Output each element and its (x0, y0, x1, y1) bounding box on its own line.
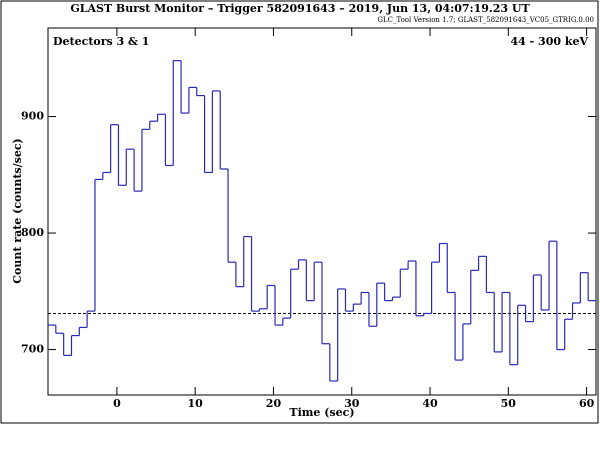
y-tick-label: 800 (21, 226, 44, 239)
chart-title: GLAST Burst Monitor – Trigger 582091643 … (70, 2, 530, 15)
x-tick-label: 0 (113, 397, 121, 410)
chart-subtitle: GLC_Tool Version 1.7; GLAST_582091643_VC… (377, 16, 594, 24)
frame (0, 0, 599, 424)
x-tick-label: 30 (344, 397, 360, 410)
x-tick-label: 60 (579, 397, 595, 410)
x-tick-label: 40 (422, 397, 438, 410)
x-tick-label: 10 (188, 397, 204, 410)
x-tick-label: 50 (501, 397, 517, 410)
annotation: 44 - 300 keV (511, 35, 589, 48)
x-axis-label: Time (sec) (289, 406, 354, 419)
y-tick-label: 900 (21, 110, 44, 123)
y-tick-label: 700 (21, 343, 44, 356)
x-tick-label: 20 (266, 397, 282, 410)
annotation: Detectors 3 & 1 (53, 35, 149, 48)
plot-frame (47, 27, 597, 396)
y-axis-label: Count rate (counts/sec) (11, 138, 24, 283)
